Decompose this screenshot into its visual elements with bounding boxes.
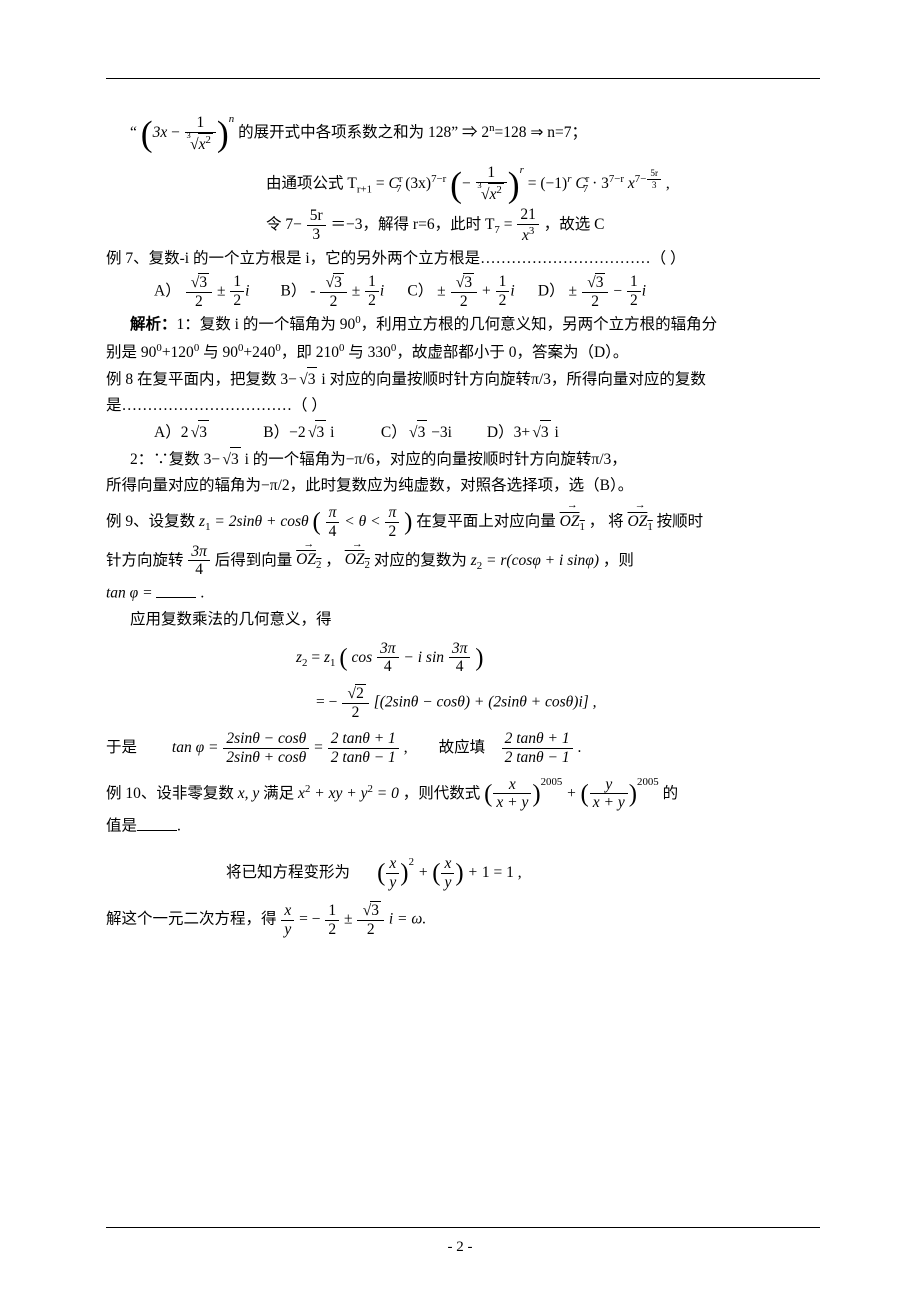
p3: 令 7− 5r3 ＝−3，解得 r=6，此时 T7 = 21x3 ，故选 C [106, 206, 820, 245]
ex10-sol: 解这个一元二次方程，得 xy = − 12 ± 32 i = ω. [106, 901, 820, 939]
ex10-eq: 将已知方程变形为 (xy)2 + (xy) + 1 = 1 , [106, 851, 820, 892]
ex8-options: A）23 B）−23 i C）3 −3i D）3+3 i [106, 420, 820, 445]
ex7-sol-2: 别是 900+1200 与 900+2400，即 2100 与 3300，故虚部… [106, 340, 820, 365]
ex8-l1: 例 8 在复平面内，把复数 3−3 i 对应的向量按顺时针方向旋转π/3，所得向… [106, 367, 820, 392]
ex9-l1: 例 9、设复数 z1 = 2sinθ + cosθ ( π4 < θ < π2 … [106, 504, 820, 541]
ex8-sol-1: 2：∵复数 3−3 i 的一个辐角为−π/6，对应的向量按顺时针方向旋转π/3， [106, 447, 820, 472]
blank-1 [156, 581, 196, 598]
rule-bottom [106, 1227, 820, 1228]
p2: 由通项公式 Tr+1 = Cr7 (3x)7−r ( − 1 3x2 )r = … [106, 156, 820, 205]
blank-2 [137, 814, 177, 831]
ex9-l4: 应用复数乘法的几何意义，得 [106, 608, 820, 632]
p1-text: 的展开式中各项系数之和为 128” [238, 124, 458, 141]
ex8-l2: 是……………………………（ ） [106, 394, 820, 418]
quote-open: “ [130, 124, 137, 141]
page: “ ( 3x − 1 3x2 )n 的展开式中各项系数之和为 128” ⇒ 2n… [0, 0, 920, 1302]
rule-top [106, 78, 820, 79]
ex10-l2: 值是. [106, 814, 820, 839]
p1: “ ( 3x − 1 3x2 )n 的展开式中各项系数之和为 128” ⇒ 2n… [106, 105, 820, 154]
content: “ ( 3x − 1 3x2 )n 的展开式中各项系数之和为 128” ⇒ 2n… [106, 105, 820, 939]
ex9-eq1: z2 = z1 ( cos 3π4 − i sin 3π4 ) [106, 640, 820, 677]
ex10-l1: 例 10、设非零复数 x, y 满足 x2 + xy + y2 = 0 ，则代数… [106, 771, 820, 813]
ex8-sol-2: 所得向量对应的辐角为−π/2，此时复数应为纯虚数，对照各选择项，选（B）。 [106, 474, 820, 498]
ex9-eq2: = − 22 [(2sinθ − cosθ) + (2sinθ + cosθ)i… [106, 684, 820, 722]
ex9-res: 于是 tan φ = 2sinθ − cosθ2sinθ + cosθ = 2 … [106, 730, 820, 767]
page-number: - 2 - [0, 1239, 920, 1256]
ex7-title: 例 7、复数-i 的一个立方根是 i，它的另外两个立方根是……………………………… [106, 247, 820, 271]
ex9-l2: 针方向旋转 3π4 后得到向量 OZ2 ， OZ2 对应的复数为 z2 = r(… [106, 543, 820, 580]
ex9-l3: tan φ = . [106, 581, 820, 606]
ex7-sol-1: 解析：1：复数 i 的一个辐角为 900，利用立方根的几何意义知，另两个立方根的… [106, 312, 820, 337]
ex7-options: A） 32 ± 12i B） - 32 ± 12i C） ± 32 + 12i … [106, 273, 820, 311]
